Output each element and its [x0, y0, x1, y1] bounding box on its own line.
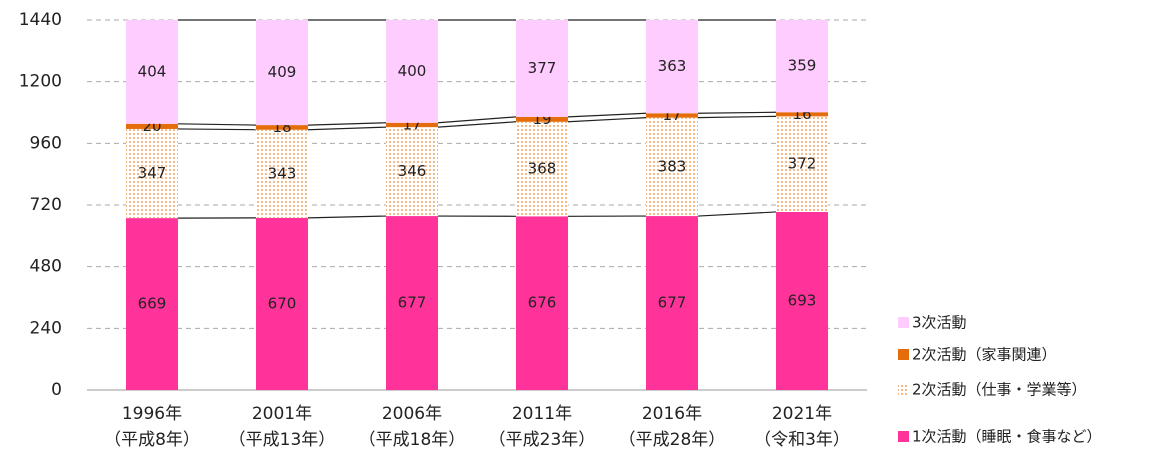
data-label: 368: [528, 160, 557, 178]
x-tick-label: 1996年: [122, 404, 182, 424]
data-label: 669: [138, 295, 167, 313]
x-tick-label: 2021年: [772, 404, 832, 424]
bar-segment: [776, 20, 828, 113]
data-label: 693: [788, 291, 817, 309]
bar-segment: [256, 125, 308, 130]
legend-label: 2次活動（家事関連）: [912, 346, 1057, 364]
data-label: 363: [658, 57, 687, 75]
data-label: 372: [788, 155, 817, 173]
y-tick-label: 480: [30, 257, 62, 277]
bar-segment: [516, 121, 568, 217]
x-tick-label: （平成18年）: [359, 430, 466, 450]
data-label: 404: [138, 62, 167, 80]
data-label: 677: [398, 294, 427, 312]
data-label: 346: [398, 162, 427, 180]
bar-segment: [256, 129, 308, 218]
bar-segment: [256, 20, 308, 126]
legend-label: 1次活動（睡眠・食事など）: [912, 428, 1102, 446]
y-tick-label: 0: [51, 380, 62, 400]
bar-segment: [646, 20, 698, 114]
x-tick-label: （平成23年）: [489, 430, 596, 450]
bar-segment: [126, 128, 178, 219]
legend-swatch: [898, 431, 909, 442]
data-label: 383: [658, 157, 687, 175]
connector-line: [437, 116, 517, 124]
y-tick-label: 960: [30, 133, 62, 153]
connector-line: [307, 126, 387, 131]
connector-line: [697, 115, 777, 119]
bar-segment: [126, 20, 178, 124]
x-tick-label: 2016年: [642, 404, 702, 424]
bar-segment: [646, 216, 698, 390]
legend-swatch: [898, 317, 909, 328]
y-tick-label: 720: [30, 195, 62, 215]
x-tick-label: （平成13年）: [229, 430, 336, 450]
y-tick-label: 1200: [19, 72, 62, 92]
bar-segment: [126, 123, 178, 129]
bar-segment: [646, 117, 698, 217]
bar-segment: [256, 217, 308, 390]
data-label: 676: [528, 294, 557, 312]
connector-line: [567, 112, 647, 118]
bar-segment: [386, 216, 438, 390]
bar-segment: [776, 112, 828, 117]
connector-line: [697, 111, 777, 114]
data-label: 670: [268, 294, 297, 312]
bar-segment: [386, 127, 438, 217]
x-tick-label: （令和3年）: [754, 430, 850, 450]
legend-label: 3次活動: [912, 314, 967, 332]
data-label: 677: [658, 294, 687, 312]
bar-segment: [776, 211, 828, 390]
connector-line: [697, 211, 777, 217]
data-label: 347: [138, 164, 167, 182]
connector-line: [437, 121, 517, 128]
x-tick-label: 2006年: [382, 404, 442, 424]
bar-segment: [386, 20, 438, 123]
connector-line: [307, 122, 387, 126]
connector-line: [567, 117, 647, 123]
bar-segment: [646, 113, 698, 118]
y-tick-label: 240: [30, 318, 62, 338]
data-label: 377: [528, 59, 557, 77]
data-label: 400: [398, 62, 427, 80]
x-tick-label: （平成28年）: [619, 430, 726, 450]
y-tick-label: 1440: [19, 10, 62, 30]
bar-segment: [386, 122, 438, 128]
connector-line: [177, 128, 257, 131]
bar-segment: [516, 116, 568, 122]
bar-segment: [126, 218, 178, 390]
data-label: 359: [788, 57, 817, 75]
x-tick-label: 2001年: [252, 404, 312, 424]
x-tick-label: 2011年: [512, 404, 572, 424]
data-label: 343: [268, 164, 297, 182]
bar-segment: [516, 20, 568, 117]
legend-swatch: [898, 349, 909, 360]
bar-segment: [516, 216, 568, 390]
bar-segment: [776, 116, 828, 212]
legend-label: 2次活動（仕事・学業等）: [912, 381, 1087, 399]
connector-line: [177, 123, 257, 126]
data-label: 409: [268, 63, 297, 81]
x-tick-label: （平成8年）: [104, 430, 200, 450]
connector-line: [307, 215, 387, 219]
legend-swatch: [898, 384, 909, 395]
